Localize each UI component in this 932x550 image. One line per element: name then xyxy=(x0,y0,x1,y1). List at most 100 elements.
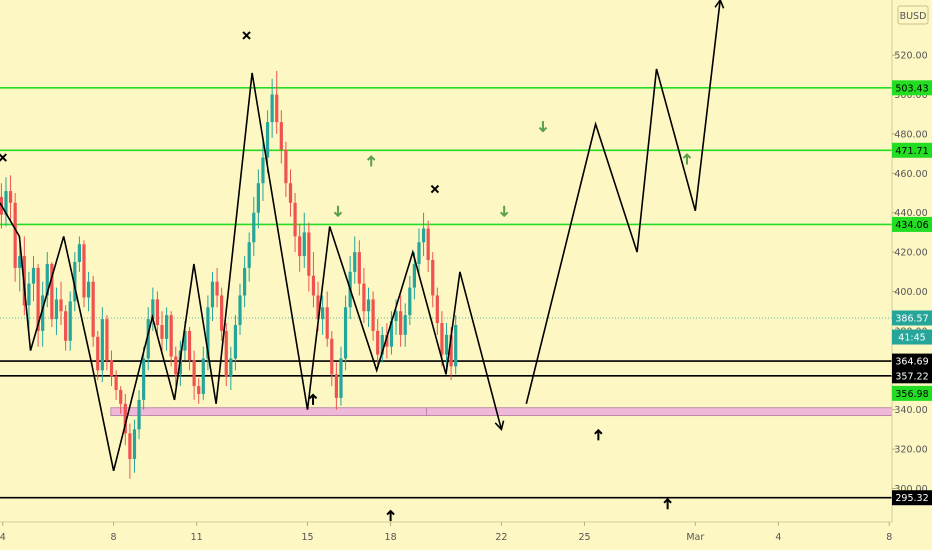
candle xyxy=(114,370,118,400)
candle-body xyxy=(435,295,439,324)
arrow-head xyxy=(682,153,692,159)
currency-badge[interactable]: BUSD xyxy=(897,5,929,25)
candle xyxy=(13,193,17,282)
candle xyxy=(224,323,228,387)
support-zone-layer xyxy=(110,407,893,417)
candle-body xyxy=(201,358,205,394)
candle-body xyxy=(224,330,228,377)
candle-body xyxy=(265,122,270,158)
candle-body xyxy=(449,334,453,367)
level-price-tag: 364.69 xyxy=(892,353,932,369)
y-tick-label: 400.00 xyxy=(894,287,927,298)
candle-body xyxy=(91,281,95,337)
candle-body xyxy=(321,307,325,320)
y-tick-label: 440.00 xyxy=(894,208,927,219)
candle-body xyxy=(431,260,435,296)
arrow-head xyxy=(386,509,395,516)
candle xyxy=(357,240,361,296)
candle xyxy=(385,323,389,359)
candle-body xyxy=(371,299,375,331)
candle-body xyxy=(307,232,311,276)
candle xyxy=(229,346,233,391)
candle-body xyxy=(86,281,91,298)
candle-body xyxy=(261,157,265,184)
y-tick-label: 520.00 xyxy=(894,51,927,62)
candle-body xyxy=(64,311,68,341)
candle xyxy=(371,291,375,341)
candle xyxy=(160,311,164,351)
candle-body xyxy=(164,315,169,339)
x-tick-label: 18 xyxy=(385,532,397,543)
candle xyxy=(64,305,68,351)
candle xyxy=(339,346,343,406)
candle xyxy=(54,287,59,335)
projection-path-0 xyxy=(0,72,503,471)
arrow-up-icon xyxy=(308,393,318,405)
arrow-up-icon xyxy=(663,497,672,510)
candle-body xyxy=(119,390,123,404)
candle-body xyxy=(100,319,104,371)
arrow-up-icon xyxy=(386,509,395,522)
candle xyxy=(197,378,201,404)
level-price-tag-bg xyxy=(892,368,932,384)
level-price-tag: 295.32 xyxy=(892,490,932,506)
candle-body xyxy=(256,183,260,213)
arrow-down-icon xyxy=(499,205,509,218)
candle-body xyxy=(279,122,283,150)
candle-body xyxy=(59,299,63,312)
candle-body xyxy=(238,295,242,326)
x-marker xyxy=(242,31,251,40)
y-tick-label: 500.00 xyxy=(894,90,927,101)
candle-body xyxy=(284,149,288,184)
candle-body xyxy=(132,429,137,459)
level-price-tag-bg xyxy=(892,142,932,158)
candle xyxy=(36,263,40,347)
arrow-head xyxy=(663,497,672,504)
time-axis[interactable]: 4 8 11 15 18 22 25 Mar 4 8 xyxy=(0,522,892,543)
candle-body xyxy=(353,252,357,272)
x-tick-label: 11 xyxy=(191,532,203,543)
candle-body xyxy=(8,191,13,203)
y-tick-label: 480.00 xyxy=(894,129,927,140)
price-tag-bg xyxy=(892,310,932,326)
candle xyxy=(380,326,384,363)
candle xyxy=(376,319,380,367)
arrow-head xyxy=(333,211,343,218)
candle-body xyxy=(4,191,8,215)
candle-body xyxy=(160,325,164,339)
level-price-tag-label: 471.71 xyxy=(895,146,928,157)
candle-body xyxy=(380,334,384,355)
candle-body xyxy=(247,242,251,268)
level-price-tag: 503.43 xyxy=(892,80,932,96)
price-tags-layer: 503.43 471.71 434.06 364.69 357.22 295.32 386.… xyxy=(892,80,932,506)
candle xyxy=(82,240,86,308)
level-price-tag-label: 503.43 xyxy=(895,83,928,94)
candle xyxy=(142,346,146,410)
candle-body xyxy=(357,252,361,284)
candle-body xyxy=(399,311,403,335)
candle xyxy=(18,244,22,292)
candle-body xyxy=(96,336,100,371)
y-tick-label: 320.00 xyxy=(894,445,927,456)
candle xyxy=(431,252,435,308)
candle xyxy=(284,141,288,197)
candle-body xyxy=(330,338,334,375)
markers-layer xyxy=(0,31,692,522)
candle xyxy=(100,307,104,383)
candle-body xyxy=(426,228,430,261)
candle xyxy=(454,315,458,375)
candle xyxy=(109,350,114,387)
candle xyxy=(68,291,72,351)
candle-body xyxy=(343,307,348,359)
candle xyxy=(238,283,242,335)
candle-body xyxy=(252,212,256,243)
candle xyxy=(256,169,260,229)
candle xyxy=(137,390,141,440)
candle xyxy=(27,271,31,331)
level-price-tag: 471.71 xyxy=(892,142,932,158)
candle-body xyxy=(192,360,196,387)
candle-body xyxy=(128,433,132,459)
candle xyxy=(91,275,95,347)
